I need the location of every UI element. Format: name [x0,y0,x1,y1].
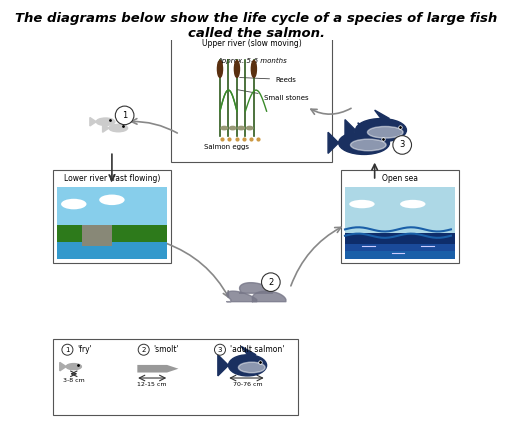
Ellipse shape [338,131,390,154]
Polygon shape [90,117,96,126]
Ellipse shape [238,126,244,130]
Ellipse shape [356,119,407,142]
Polygon shape [358,123,373,131]
Text: 3-8 cm: 3-8 cm [63,378,84,383]
Ellipse shape [251,60,257,77]
Text: The diagrams below show the life cycle of a species of large fish called the sal: The diagrams below show the life cycle o… [15,12,497,40]
Circle shape [115,106,134,125]
Polygon shape [345,119,356,141]
Text: 2: 2 [268,278,273,287]
Bar [345,187,455,238]
Polygon shape [328,132,338,153]
Circle shape [138,344,149,355]
Polygon shape [218,355,228,376]
Ellipse shape [368,127,403,138]
Text: 3: 3 [218,347,222,353]
Text: 'adult salmon': 'adult salmon' [230,345,284,354]
FancyBboxPatch shape [53,170,171,263]
Text: Approx. 4 years: Approx. 4 years [84,193,140,199]
Ellipse shape [221,126,227,130]
Text: 2: 2 [141,347,146,353]
Text: 1: 1 [122,111,127,120]
Bar [57,242,167,259]
Polygon shape [241,346,256,355]
Ellipse shape [109,125,127,132]
Ellipse shape [229,126,236,130]
Text: 'smolt': 'smolt' [154,345,179,354]
Bar [345,241,455,251]
Circle shape [262,273,280,292]
FancyBboxPatch shape [341,170,459,263]
Text: Lower river (fast flowing): Lower river (fast flowing) [63,175,160,184]
Text: 3: 3 [399,140,405,150]
Ellipse shape [351,139,386,151]
Text: 1: 1 [65,347,70,353]
Ellipse shape [246,126,253,130]
FancyArrow shape [137,365,179,373]
Ellipse shape [96,118,115,125]
Ellipse shape [400,200,425,208]
Ellipse shape [99,195,124,205]
Text: 'fry': 'fry' [77,345,92,354]
Bar [345,248,455,259]
Circle shape [62,344,73,355]
Ellipse shape [218,60,223,77]
Text: Upper river (slow moving): Upper river (slow moving) [202,40,302,48]
Ellipse shape [228,355,267,376]
Text: 70-76 cm: 70-76 cm [233,382,262,387]
Ellipse shape [234,60,240,77]
Circle shape [215,344,225,355]
Text: Approx. 5 years: Approx. 5 years [396,193,451,199]
Bar [345,233,455,244]
Ellipse shape [61,199,87,210]
Polygon shape [102,124,109,132]
Ellipse shape [66,363,81,370]
Circle shape [393,136,412,154]
Ellipse shape [349,200,375,208]
Text: Salmon eggs: Salmon eggs [204,144,249,150]
Text: Open sea: Open sea [382,175,418,184]
FancyBboxPatch shape [171,35,332,162]
Polygon shape [60,363,66,371]
Text: Reeds: Reeds [240,76,296,82]
Polygon shape [375,110,390,119]
FancyBboxPatch shape [53,339,298,415]
Bar [82,225,112,246]
Text: Approx. 5-6 months: Approx. 5-6 months [217,58,287,65]
Text: 12-15 cm: 12-15 cm [137,382,167,387]
Bar [57,225,167,246]
Ellipse shape [239,362,265,373]
Bar [57,187,167,238]
Text: Small stones: Small stones [238,90,308,102]
